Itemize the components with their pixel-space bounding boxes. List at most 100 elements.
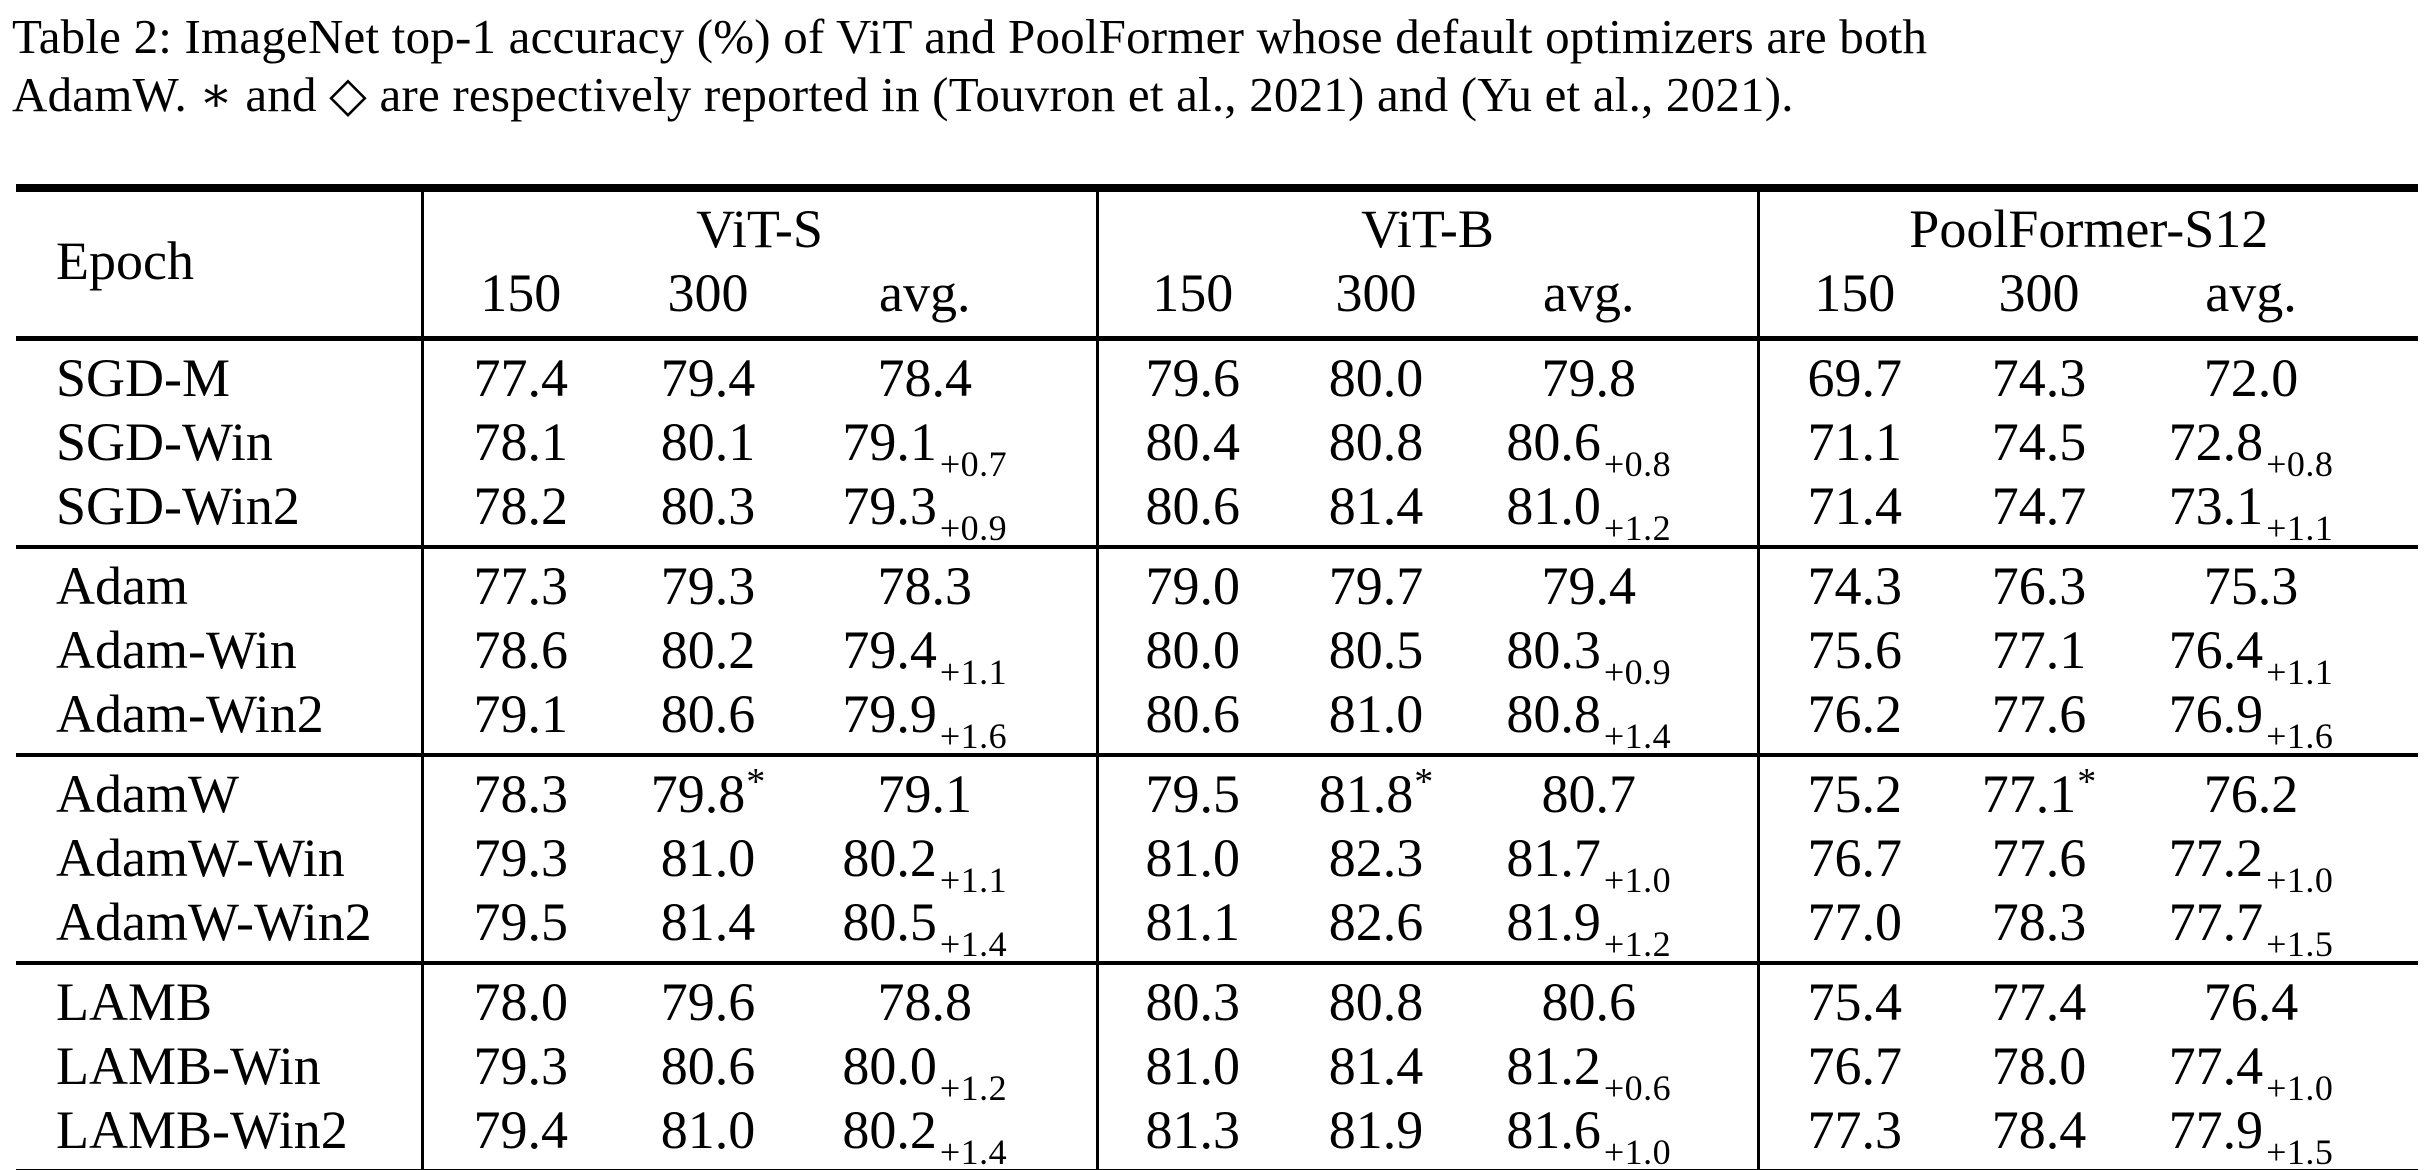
data-cell: 77.3 — [1756, 1099, 1951, 1170]
accuracy-value: 79.8 — [1541, 348, 1637, 408]
col-header-150: 150 — [1095, 260, 1288, 339]
data-cell: 80.6 — [1095, 683, 1288, 755]
col-header-300: 300 — [1998, 263, 2080, 323]
data-cell: 79.3 — [420, 825, 618, 891]
accuracy-value: 81.0 — [1145, 828, 1241, 888]
data-cell: 72.0 — [2128, 339, 2418, 410]
improvement-subscript: +1.0 — [2266, 1068, 2334, 1108]
accuracy-value: 81.4 — [660, 892, 756, 952]
data-cell: 81.4 — [1287, 475, 1465, 547]
data-cell: 75.6 — [1756, 617, 1951, 683]
data-cell: 79.8 — [1465, 339, 1758, 410]
accuracy-value: 78.2 — [473, 476, 569, 536]
data-cell: 76.4 — [2128, 963, 2418, 1033]
col-header-300: 300 — [667, 263, 749, 323]
data-cell: 79.4+1.1 — [798, 617, 1097, 690]
data-cell: 77.4 — [1950, 963, 2128, 1033]
footnote-marker: * — [746, 761, 766, 803]
table-caption: Table 2: ImageNet top-1 accuracy (%) of … — [12, 8, 2422, 124]
accuracy-value: 80.6 — [1541, 972, 1637, 1032]
accuracy-value: 80.5 — [1328, 620, 1424, 680]
accuracy-value: 82.6 — [1328, 892, 1424, 952]
data-cell: 76.2 — [1756, 683, 1951, 755]
improvement-subscript: +0.8 — [2266, 444, 2334, 484]
data-cell: 77.7+1.5 — [2128, 891, 2418, 963]
accuracy-value: 80.0 — [1145, 620, 1241, 680]
data-cell: 80.3 — [618, 475, 798, 547]
row-label: LAMB-Win — [56, 1036, 321, 1096]
row-label: LAMB — [56, 972, 213, 1032]
accuracy-value: 78.3 — [877, 556, 973, 616]
data-cell: 80.6 — [618, 683, 798, 755]
data-cell: 81.0 — [1095, 825, 1288, 891]
table-row: SGD-M 77.4 79.4 78.4 79.6 80.0 79.8 69.7 74.3 72.… — [16, 338, 2418, 410]
data-cell: 76.3 — [1950, 547, 2128, 617]
data-cell: 79.6 — [618, 963, 798, 1033]
data-cell: 77.6 — [1950, 683, 2128, 755]
row-label: Adam — [56, 556, 188, 616]
accuracy-value: 79.8 — [650, 764, 746, 824]
data-cell: 77.4+1.0 — [2128, 1033, 2418, 1106]
accuracy-value: 77.3 — [1807, 1100, 1903, 1160]
accuracy-value: 79.3 — [660, 556, 756, 616]
improvement-subscript: +1.2 — [939, 1068, 1008, 1108]
accuracy-value: 81.2 — [1506, 1036, 1601, 1096]
accuracy-value: 78.4 — [1991, 1100, 2087, 1160]
accuracy-value: 79.0 — [1145, 556, 1241, 616]
footnote-marker: * — [1414, 761, 1434, 803]
data-cell: 80.3+0.9 — [1465, 617, 1758, 690]
accuracy-value: 81.4 — [1328, 1036, 1424, 1096]
row-label: SGD-Win — [56, 412, 273, 472]
data-cell: 80.5 — [1287, 617, 1465, 683]
accuracy-value: 82.3 — [1328, 828, 1424, 888]
improvement-subscript: +1.6 — [2266, 716, 2334, 756]
data-cell: 77.0 — [1756, 891, 1951, 963]
accuracy-value: 81.0 — [1506, 476, 1601, 536]
accuracy-value: 80.6 — [1145, 684, 1241, 744]
accuracy-value: 81.3 — [1145, 1100, 1241, 1160]
data-cell: 79.8* — [618, 755, 798, 825]
accuracy-value: 81.0 — [1328, 684, 1424, 744]
data-cell: 78.0 — [1950, 1033, 2128, 1099]
accuracy-value: 76.3 — [1991, 556, 2087, 616]
accuracy-value: 78.4 — [877, 348, 973, 408]
improvement-subscript: +0.7 — [939, 444, 1008, 484]
data-cell: 80.2 — [618, 617, 798, 683]
table-row: AdamW-Win 79.3 81.0 80.2+1.1 81.0 82.3 81.7+1.… — [16, 825, 2418, 898]
data-cell: 79.6 — [1095, 338, 1288, 409]
data-cell: 79.3 — [618, 547, 798, 617]
accuracy-value: 76.2 — [2203, 764, 2299, 824]
data-cell: 81.7+1.0 — [1465, 825, 1758, 898]
data-cell: 79.3+0.9 — [798, 475, 1097, 547]
caption-line-2: AdamW. ∗ and ◇ are respectively reported… — [12, 67, 1794, 122]
data-cell: 80.6 — [1465, 963, 1758, 1033]
accuracy-value: 77.7 — [2168, 892, 2264, 952]
table-row: SGD-Win 78.1 80.1 79.1+0.7 80.4 80.8 80.6+0.8 7… — [16, 409, 2418, 482]
accuracy-value: 80.7 — [1541, 764, 1637, 824]
accuracy-value: 71.1 — [1807, 412, 1903, 472]
accuracy-value: 80.6 — [660, 1036, 756, 1096]
accuracy-value: 81.7 — [1506, 828, 1601, 888]
accuracy-value: 74.5 — [1991, 412, 2087, 472]
accuracy-value: 79.3 — [473, 828, 569, 888]
data-cell: 71.4 — [1756, 475, 1951, 547]
data-cell: 77.1 — [1950, 617, 2128, 683]
accuracy-value: 81.8 — [1318, 764, 1414, 824]
accuracy-value: 74.3 — [1991, 348, 2087, 408]
accuracy-value: 78.3 — [1991, 892, 2087, 952]
data-cell: 81.0 — [1287, 683, 1465, 755]
data-cell: 81.2+0.6 — [1465, 1033, 1758, 1106]
data-cell: 75.2 — [1756, 755, 1951, 825]
data-cell: 80.6 — [1095, 475, 1288, 547]
results-table: Epoch ViT-S ViT-B PoolFormer-S12 150 300… — [16, 184, 2419, 1170]
accuracy-value: 79.4 — [473, 1100, 569, 1160]
accuracy-value: 77.9 — [2168, 1100, 2264, 1160]
data-cell: 71.1 — [1756, 409, 1951, 475]
accuracy-value: 80.8 — [1506, 684, 1601, 744]
data-cell: 80.7 — [1465, 755, 1758, 825]
accuracy-value: 79.9 — [842, 684, 937, 744]
group-header-row: Epoch ViT-S ViT-B PoolFormer-S12 — [16, 188, 2419, 291]
table-row: LAMB-Win2 79.4 81.0 80.2+1.4 81.3 81.9 81.6+1.… — [16, 1099, 2418, 1170]
data-cell: 78.3 — [798, 547, 1097, 617]
table-row: AdamW 78.3 79.8* 79.1 79.5 81.8* 80.7 75.2 77.1*… — [16, 755, 2418, 825]
